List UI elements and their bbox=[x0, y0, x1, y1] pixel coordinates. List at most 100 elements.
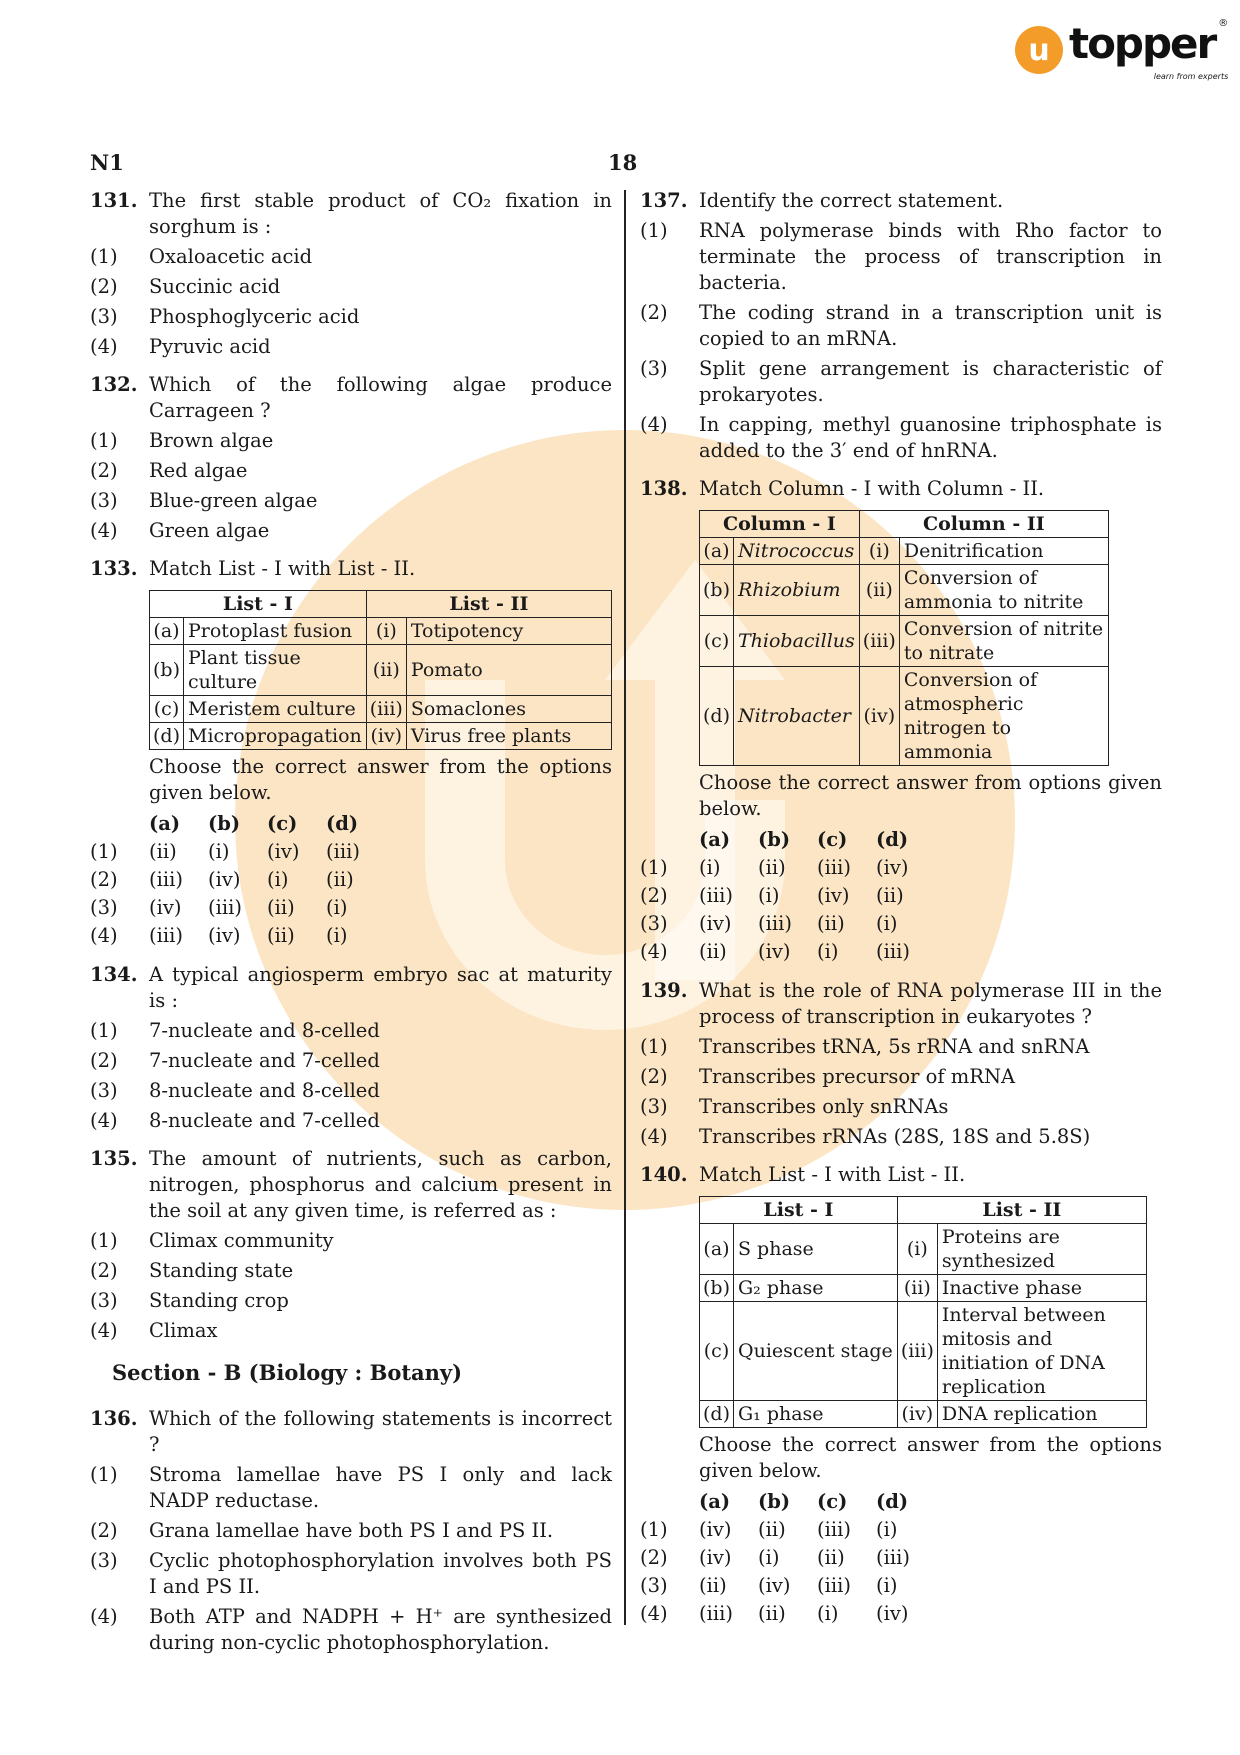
table-cell: Rhizobium bbox=[733, 564, 860, 616]
option: (2) Red algae bbox=[90, 458, 612, 484]
table-cell: Denitrification bbox=[898, 537, 1109, 565]
option-text: Grana lamellae have both PS I and PS II. bbox=[149, 1519, 554, 1542]
option-number: (2) bbox=[90, 1049, 118, 1072]
table-cell: (a) bbox=[699, 1223, 734, 1275]
answer-spacer bbox=[640, 826, 699, 854]
table-cell: (iii) bbox=[858, 615, 900, 667]
table-row: (c) Quiescent stage (iii) Interval between … bbox=[699, 1301, 1147, 1401]
answer-cell: (ii) bbox=[699, 1574, 727, 1597]
option: (3) Blue-green algae bbox=[90, 488, 612, 514]
option-number: (4) bbox=[90, 335, 118, 358]
answer-column-header: (a) bbox=[699, 1490, 731, 1513]
answer-cell: (i) bbox=[758, 884, 780, 907]
logo-words: topper ® learn from experts bbox=[1069, 18, 1228, 82]
option-number: (4) bbox=[90, 519, 118, 542]
column-header: List - I bbox=[699, 1196, 898, 1224]
option: (1) Oxaloacetic acid bbox=[90, 244, 612, 270]
question-text: A typical angiosperm embryo sac at matur… bbox=[149, 963, 612, 1012]
answer-spacer bbox=[90, 810, 149, 838]
match-table: List - I List - II (a) S phase (i) Proteins a… bbox=[699, 1196, 1147, 1428]
answer-cell: (ii) bbox=[699, 940, 727, 963]
option: (4) In capping, methyl guanosine triphosp… bbox=[640, 412, 1162, 464]
table-cell: Meristem culture bbox=[183, 695, 367, 723]
table-cell: (d) bbox=[149, 722, 184, 750]
answer-column-header: (d) bbox=[876, 1490, 909, 1513]
answer-cell: (2) bbox=[90, 868, 118, 891]
topper-logo: u topper ® learn from experts bbox=[1015, 18, 1228, 82]
answer-cell: (iv) bbox=[208, 924, 241, 947]
answer-column-header: (a) bbox=[699, 828, 731, 851]
answer-cell: (3) bbox=[640, 912, 668, 935]
option-text: Green algae bbox=[149, 519, 270, 542]
answer-cell: (ii) bbox=[326, 868, 354, 891]
table-cell: Nitrococcus bbox=[733, 537, 860, 565]
option-text: Brown algae bbox=[149, 429, 274, 452]
answer-cell: (i) bbox=[758, 1546, 780, 1569]
option-number: (4) bbox=[90, 1109, 118, 1132]
table-row: (b) G₂ phase (ii) Inactive phase bbox=[699, 1274, 1147, 1302]
column-header: Column - II bbox=[858, 510, 1109, 538]
answer-cell: (iii) bbox=[326, 840, 360, 863]
table-row: (c) Thiobacillus (iii) Conversion of nitrit… bbox=[699, 615, 1109, 667]
table-cell: (d) bbox=[699, 666, 734, 766]
section-heading: Section - B (Biology : Botany) bbox=[112, 1360, 463, 1385]
table-cell: Virus free plants bbox=[405, 722, 613, 750]
answer-column-header: (a) bbox=[149, 812, 181, 835]
table-cell: G₂ phase bbox=[733, 1274, 898, 1302]
question-text: Match Column - I with Column - II. bbox=[699, 477, 1045, 500]
answer-cell: (i) bbox=[876, 1574, 898, 1597]
answer-cell: (2) bbox=[640, 1546, 668, 1569]
question-number: 132. bbox=[90, 373, 138, 396]
answer-cell: (i) bbox=[876, 1518, 898, 1541]
table-cell: Plant tissue culture bbox=[183, 644, 367, 696]
option-text: Phosphoglyceric acid bbox=[149, 305, 360, 328]
table-row: (a) S phase (i) Proteins are synthesized bbox=[699, 1223, 1147, 1275]
option-number: (2) bbox=[640, 1065, 668, 1088]
table-cell: (c) bbox=[699, 1301, 734, 1401]
table-cell: (i) bbox=[365, 617, 407, 645]
option-number: (1) bbox=[640, 219, 668, 242]
answer-cell: (iv) bbox=[699, 1546, 732, 1569]
option-number: (2) bbox=[90, 1519, 118, 1542]
column-header: List - II bbox=[365, 590, 613, 618]
table-cell: DNA replication bbox=[936, 1400, 1147, 1428]
table-cell: (b) bbox=[149, 644, 184, 696]
answer-cell: (2) bbox=[640, 884, 668, 907]
answer-cell: (ii) bbox=[817, 1546, 845, 1569]
option-text: Split gene arrangement is characteristic… bbox=[699, 357, 1162, 406]
option: (3) Standing crop bbox=[90, 1288, 612, 1314]
table-cell: Proteins are synthesized bbox=[936, 1223, 1147, 1275]
table-cell: (iv) bbox=[365, 722, 407, 750]
question-text: Which of the following algae produce Car… bbox=[149, 373, 612, 422]
option-text: Cyclic photophosphorylation involves bot… bbox=[149, 1549, 612, 1598]
question: 136. Which of the following statements is… bbox=[90, 1406, 612, 1656]
answer-column-header: (c) bbox=[267, 812, 298, 835]
question-text: Match List - I with List - II. bbox=[149, 557, 416, 580]
question-number: 136. bbox=[90, 1407, 138, 1430]
option-number: (4) bbox=[90, 1605, 118, 1628]
table-header-row: List - I List - II bbox=[699, 1196, 1147, 1224]
answer-cell: (i) bbox=[326, 896, 348, 919]
table-cell: Totipotency bbox=[405, 617, 613, 645]
answer-cell: (ii) bbox=[876, 884, 904, 907]
answer-cell: (iii) bbox=[817, 1574, 851, 1597]
option: (1) Climax community bbox=[90, 1228, 612, 1254]
answer-column-header: (d) bbox=[876, 828, 909, 851]
table-cell: (iv) bbox=[896, 1400, 938, 1428]
question-number: 134. bbox=[90, 963, 138, 986]
option-text: Climax bbox=[149, 1319, 218, 1342]
option-number: (1) bbox=[90, 429, 118, 452]
table-cell: (iii) bbox=[896, 1301, 938, 1401]
answer-cell: (1) bbox=[90, 840, 118, 863]
answer-cell: (ii) bbox=[758, 1518, 786, 1541]
answer-cell: (iii) bbox=[149, 924, 183, 947]
option: (1) RNA polymerase binds with Rho factor … bbox=[640, 218, 1162, 296]
table-cell: (i) bbox=[858, 537, 900, 565]
option: (2) Succinic acid bbox=[90, 274, 612, 300]
table-cell: Conversion of atmospheric nitrogen to am… bbox=[898, 666, 1109, 766]
table-cell: (i) bbox=[896, 1223, 938, 1275]
table-cell: (d) bbox=[699, 1400, 734, 1428]
question: 138. Match Column - I with Column - II. Co… bbox=[640, 476, 1162, 966]
right-column: 137. Identify the correct statement. (1) RN… bbox=[640, 188, 1162, 1640]
answer-cell: (1) bbox=[640, 1518, 668, 1541]
